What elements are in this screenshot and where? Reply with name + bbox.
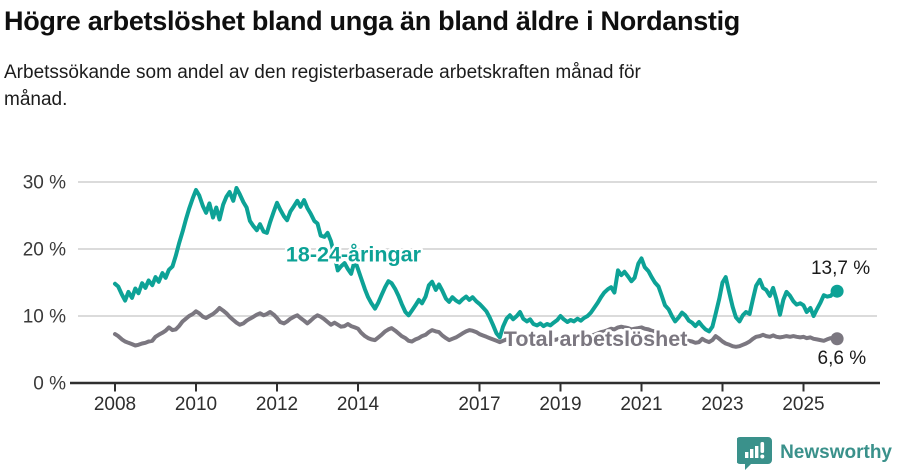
- y-axis-label-30: 30 %: [23, 173, 66, 194]
- x-axis-label-2014: 2014: [337, 394, 380, 415]
- series-name-label-total: Total arbetslöshet: [504, 327, 688, 351]
- series-line-youth: [113, 186, 840, 340]
- x-axis-label-2010: 2010: [175, 394, 217, 415]
- series-line-total: [113, 306, 840, 349]
- y-axis-label-0: 0 %: [33, 374, 66, 395]
- newsworthy-logo-icon: [737, 437, 773, 470]
- series-end-dot-youth: [830, 284, 844, 298]
- chart-header: Högre arbetslöshet bland unga än bland ä…: [4, 6, 896, 113]
- series-end-value-label-youth: 13,7 %: [811, 258, 870, 279]
- x-axis-label-2025: 2025: [782, 394, 824, 415]
- series-end-dot-total: [830, 332, 844, 346]
- brand-footer: Newsworthy: [737, 436, 892, 470]
- y-axis-label-10: 10 %: [23, 307, 66, 328]
- x-axis-label-2012: 2012: [256, 394, 298, 415]
- x-axis-label-2017: 2017: [458, 394, 500, 415]
- chart-title: Högre arbetslöshet bland unga än bland ä…: [4, 6, 741, 36]
- series-end-value-label-total: 6,6 %: [818, 348, 867, 369]
- series-name-label-youth: 18-24-åringar: [286, 243, 422, 267]
- x-axis-label-2023: 2023: [701, 394, 743, 415]
- x-axis-label-2008: 2008: [94, 394, 136, 415]
- chart-subtitle-line2: månad.: [4, 89, 68, 110]
- newsworthy-wordmark: Newsworthy: [780, 442, 892, 463]
- y-axis-label-20: 20 %: [23, 240, 66, 261]
- chart-subtitle-line1: Arbetssökande som andel av den registerb…: [4, 62, 641, 83]
- x-axis-label-2021: 2021: [620, 394, 662, 415]
- line-chart: 0 % 10 % 20 % 30 % 2008 2010 2012 2014 2017 2019 2…: [23, 173, 880, 415]
- x-axis-label-2019: 2019: [539, 394, 581, 415]
- chart-subtitle: Arbetssökande som andel av den registerb…: [4, 59, 896, 113]
